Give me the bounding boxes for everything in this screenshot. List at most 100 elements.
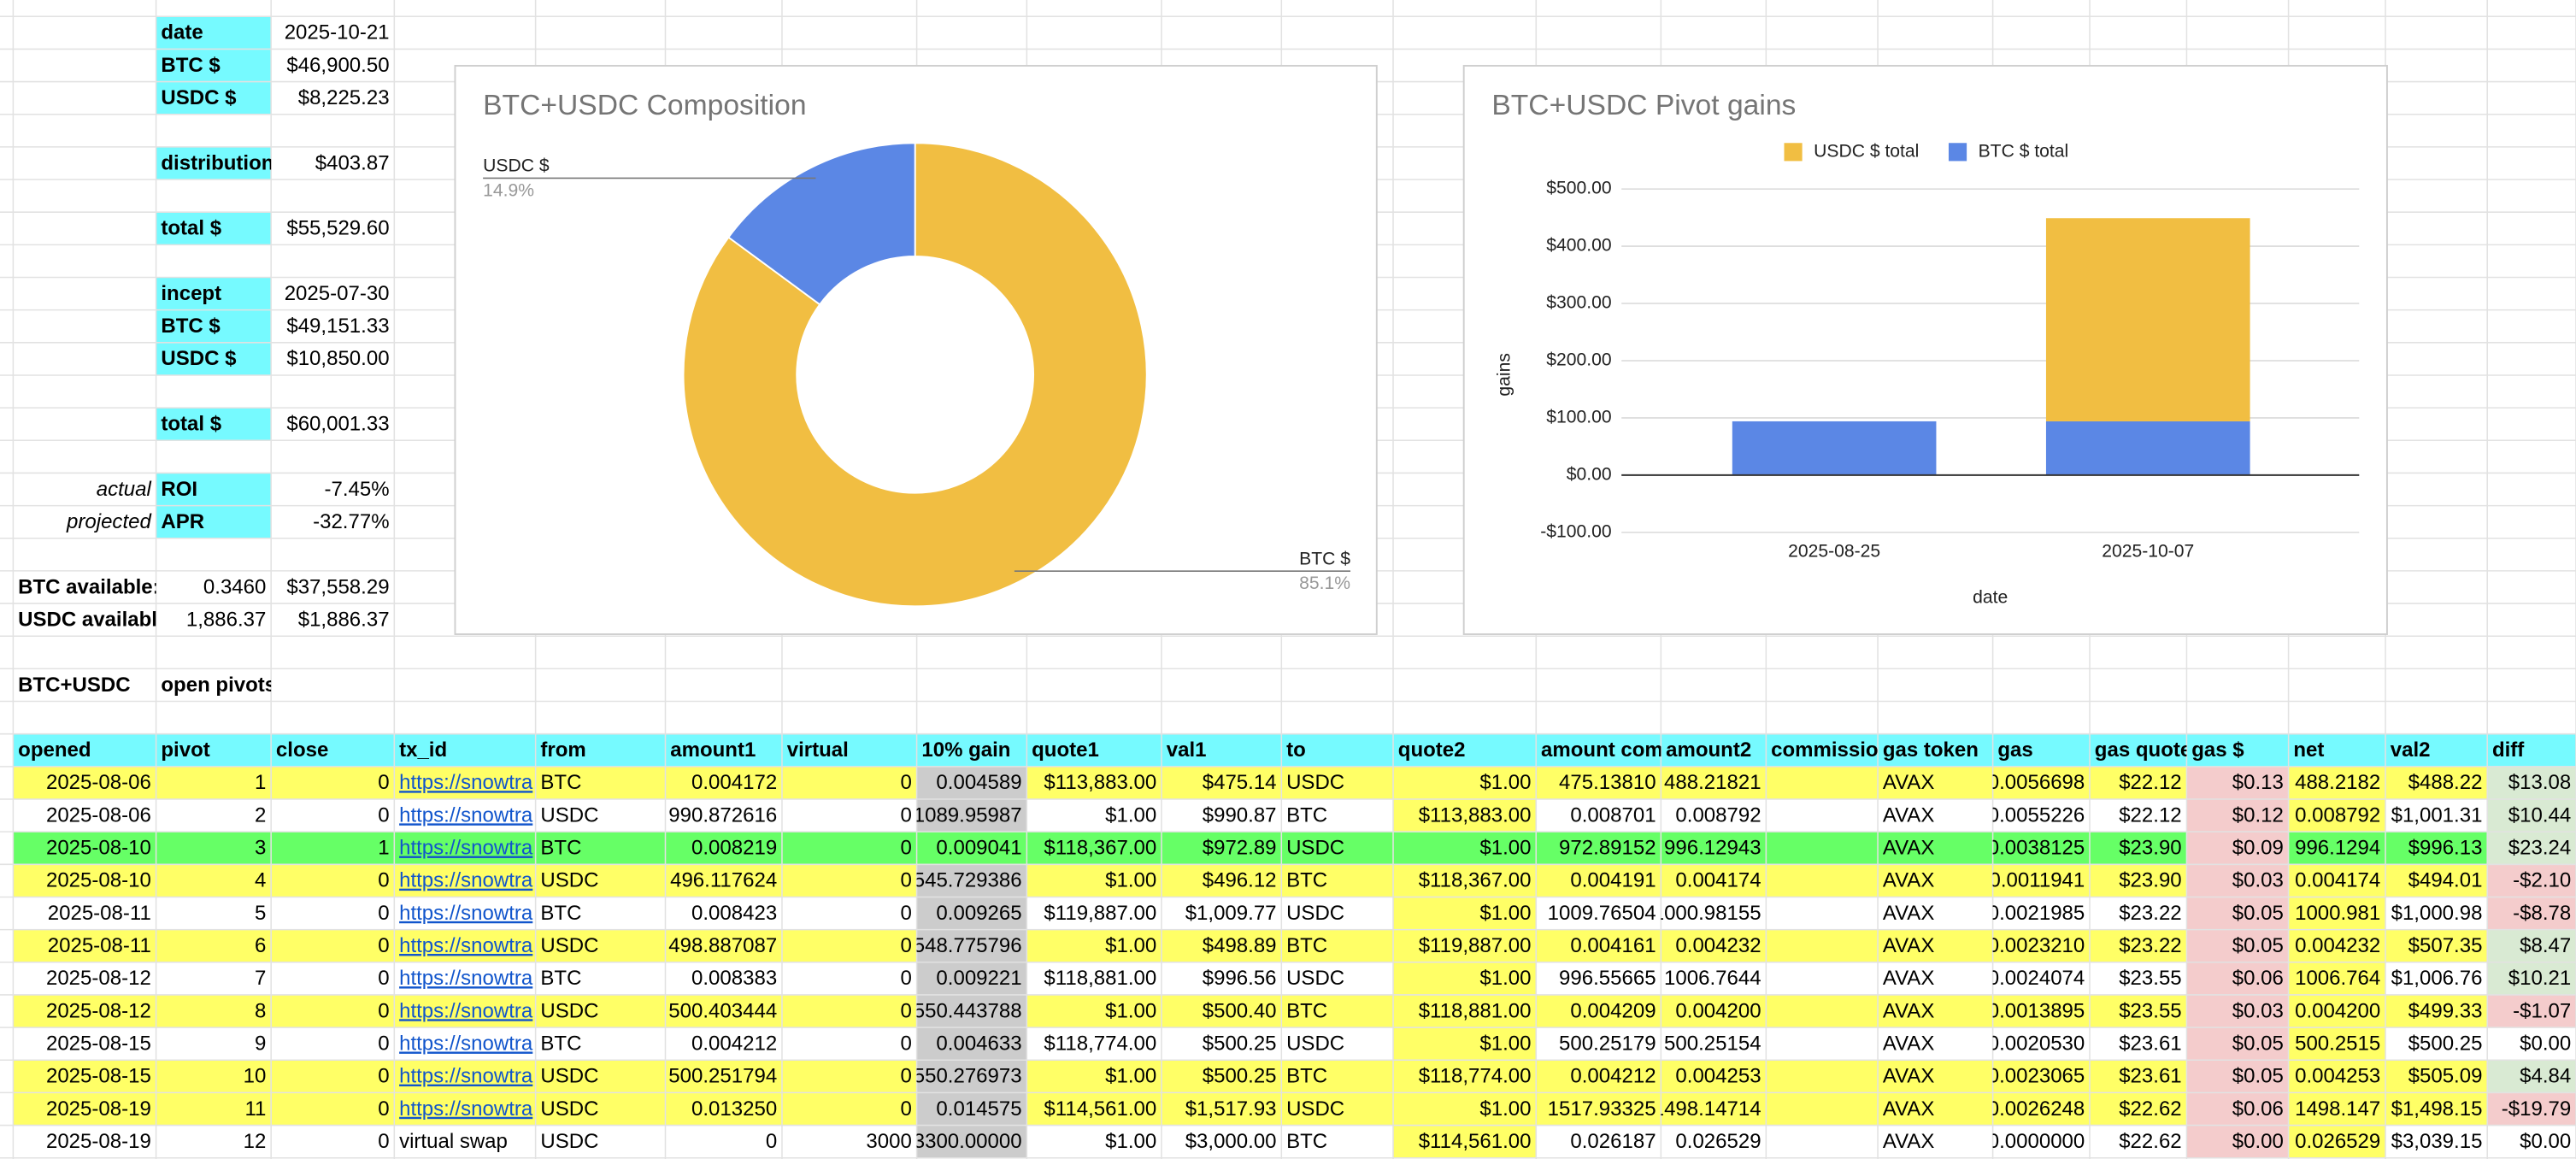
link[interactable]: https://snowtra	[399, 803, 533, 827]
cell-text: from	[540, 738, 585, 762]
cell-text: 500.25154	[1664, 1032, 1761, 1055]
cell-text: $1.00	[1105, 999, 1156, 1022]
cell-text: 500.251794	[668, 1065, 777, 1088]
cell-text: $23.22	[2119, 902, 2181, 925]
cell-text: $10,850.00	[286, 347, 389, 370]
cell-text: $22.62	[2119, 1097, 2181, 1121]
cell: 0	[900, 1097, 911, 1121]
cell-text: $990.87	[1203, 803, 1277, 827]
cell-text: 1498.14714	[1653, 1097, 1761, 1121]
link[interactable]: https://snowtra	[399, 1032, 533, 1055]
cell-text: 0.0011941	[1990, 869, 2085, 892]
pie-slice	[727, 142, 916, 306]
cell-fill	[394, 832, 536, 865]
cell-text: 1009.76504	[1548, 902, 1656, 925]
cell: 0.008219	[691, 837, 777, 860]
cell-text: 1000.981	[2295, 902, 2380, 925]
cell: projected	[66, 510, 151, 533]
cell: 2025-08-15	[46, 1032, 151, 1055]
cell-text: $0.03	[2232, 999, 2284, 1022]
cell: 1006.764	[2295, 967, 2380, 990]
cell-text: $500.25	[1203, 1032, 1277, 1055]
cell-fill	[1992, 832, 2091, 865]
cell-fill	[156, 832, 272, 865]
link[interactable]: https://snowtra	[399, 1065, 533, 1088]
cell-text: $1.00	[1105, 803, 1156, 827]
cell-text: 990.872616	[668, 803, 777, 827]
cell-text: 1006.7644	[1664, 967, 1761, 990]
cell: 0.0024074	[1993, 967, 2085, 990]
cell-fill	[1766, 864, 1879, 897]
cell-text: $118,774.00	[1419, 1065, 1532, 1088]
cell: BTC	[540, 837, 581, 860]
link[interactable]: https://snowtra	[399, 902, 533, 925]
cell: amount2	[1666, 738, 1751, 762]
cell: $118,367.00	[1419, 869, 1532, 892]
cell: $0.09	[2232, 837, 2284, 860]
cell: 2025-08-11	[48, 934, 151, 957]
cell: 500.25179	[1559, 1032, 1656, 1055]
link[interactable]: https://snowtra	[399, 967, 533, 990]
cell: $500.25	[1203, 1032, 1277, 1055]
link[interactable]: https://snowtra	[399, 1097, 533, 1121]
cell-text: -7.45%	[324, 478, 389, 501]
cell-fill	[1281, 1060, 1394, 1093]
cell-fill	[916, 1125, 1027, 1158]
cell: BTC	[540, 902, 581, 925]
cell-text: 996.12943	[1664, 837, 1761, 860]
link[interactable]: https://snowtra	[399, 934, 533, 957]
cell: $505.09	[2408, 1065, 2483, 1088]
cell-fill	[2288, 864, 2386, 897]
cell-text: AVAX	[1883, 869, 1935, 892]
cell: $1.00	[1479, 902, 1531, 925]
cell-text: 488.2182	[2295, 771, 2380, 794]
cell: $1.00	[1479, 1032, 1531, 1055]
cell-fill	[2186, 733, 2289, 767]
cell: $1,006.76	[2391, 967, 2483, 990]
cell-text: 0	[378, 934, 389, 957]
cell: 10% gain	[921, 738, 1010, 762]
cell: amount com	[1541, 738, 1661, 762]
cell: to	[1286, 738, 1306, 762]
cell: $55,529.60	[286, 217, 389, 240]
cell: -32.77%	[313, 510, 389, 533]
cell-text: 996.1294	[2295, 837, 2380, 860]
cell-text: AVAX	[1883, 1130, 1935, 1153]
cell: 0	[378, 967, 389, 990]
cell: $500.25	[2408, 1032, 2483, 1055]
link[interactable]: https://snowtra	[399, 869, 533, 892]
cell: 0	[378, 902, 389, 925]
cell-fill	[1992, 766, 2091, 799]
cell: BTC	[1286, 1130, 1327, 1153]
cell-fill	[1661, 929, 1767, 962]
cell-text: 0.0020530	[1988, 1032, 2085, 1055]
cell-text: $507.35	[2408, 934, 2483, 957]
link[interactable]: https://snowtra	[399, 771, 533, 794]
cell: BTC	[1286, 869, 1327, 892]
cell-fill	[916, 864, 1027, 897]
cell-text: 500.403444	[668, 999, 777, 1022]
cell: $23.55	[2119, 999, 2181, 1022]
link[interactable]: https://snowtra	[399, 999, 533, 1022]
cell-text: $1.00	[1479, 967, 1531, 990]
cell: 0	[900, 967, 911, 990]
cell-fill	[2288, 962, 2386, 995]
link[interactable]: https://snowtra	[399, 837, 533, 860]
cell-fill	[1026, 994, 1162, 1028]
cell-fill	[2487, 962, 2576, 995]
cell-text: BTC available:	[18, 575, 160, 598]
cell-text: close	[276, 738, 328, 762]
cell-fill	[1161, 766, 1282, 799]
cell-fill	[1026, 832, 1162, 865]
cell-text: USDC	[1286, 771, 1344, 794]
cell: 0	[900, 803, 911, 827]
cell-text: 0.004253	[2295, 1065, 2380, 1088]
cell-fill	[665, 832, 782, 865]
cell-fill	[2487, 733, 2576, 767]
cell-text: USDC	[1286, 967, 1344, 990]
cell-fill	[2487, 798, 2576, 832]
cell-text: APR	[161, 510, 204, 533]
cell: 2025-08-12	[46, 999, 151, 1022]
cell-fill	[2487, 1092, 2576, 1126]
cell: 3000	[866, 1130, 911, 1153]
